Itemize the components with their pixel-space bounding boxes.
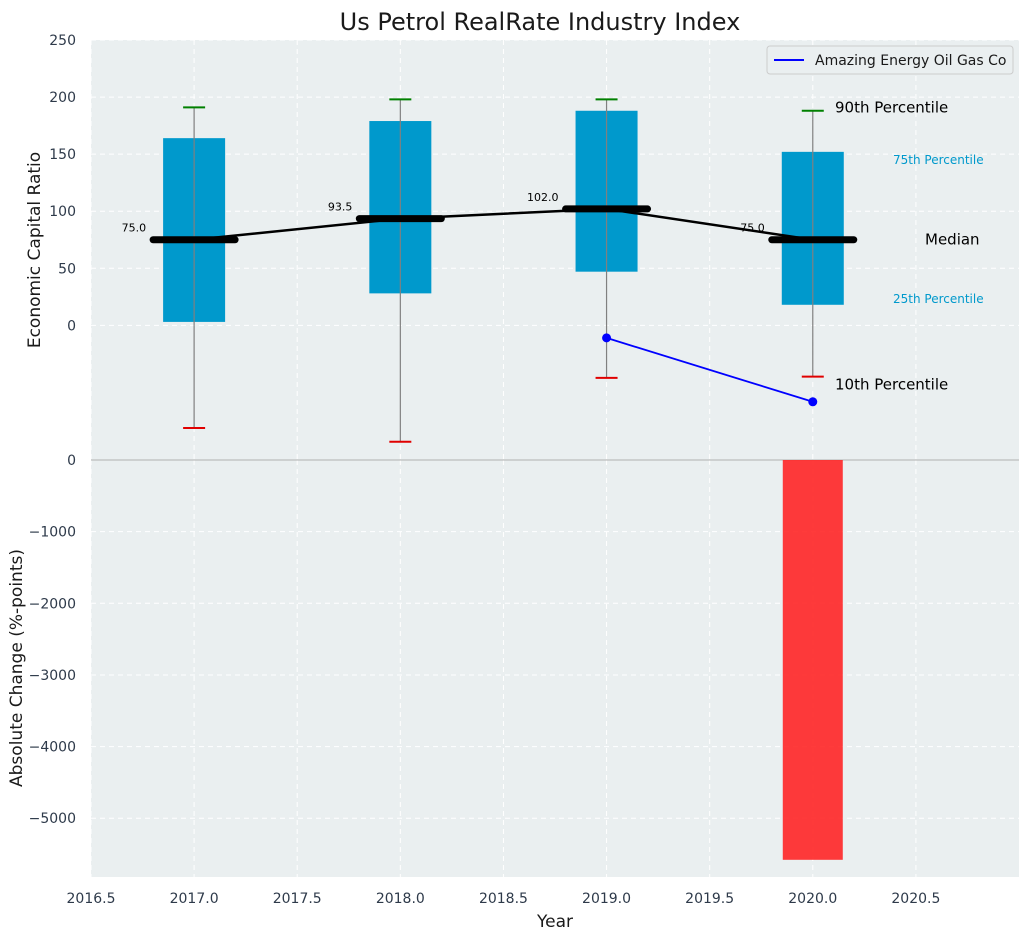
top-y-axis-label: Economic Capital Ratio <box>25 152 45 348</box>
x-tick-label: 2019.0 <box>582 891 631 907</box>
top-plot-background <box>91 40 1019 460</box>
company-line <box>606 337 814 403</box>
top-y-tick-label: 150 <box>49 147 76 163</box>
bottom-y-axis-label: Absolute Change (%-points) <box>7 549 27 787</box>
company-point <box>808 397 818 407</box>
x-tick-label: 2017.0 <box>170 891 219 907</box>
top-y-tick-label: 0 <box>67 318 76 334</box>
annotation-p75: 75th Percentile <box>893 153 984 167</box>
bottom-y-tick-label: 0 <box>67 453 76 469</box>
median-value-label: 75.0 <box>122 222 147 235</box>
annotation-p90: 90th Percentile <box>835 98 948 116</box>
bottom-y-tick-label: −3000 <box>29 668 76 684</box>
legend: Amazing Energy Oil Gas Co <box>766 45 1014 75</box>
bottom-panel: 2016.5 2017.0 2017.5 2018.0 2018.5 2019.0 2019… <box>29 453 1019 907</box>
x-tick-label: 2018.0 <box>376 891 425 907</box>
x-tick-label: 2020.0 <box>788 891 837 907</box>
bottom-y-tick-label: −1000 <box>29 525 76 541</box>
annotation-p25: 25th Percentile <box>893 292 984 306</box>
top-y-tick-label: 250 <box>49 33 76 49</box>
x-tick-label: 2017.5 <box>273 891 322 907</box>
x-tick-label: 2020.5 <box>891 891 940 907</box>
annotation-p10: 10th Percentile <box>835 376 948 394</box>
top-panel: 0 50 100 150 200 250 75.0 93.5 102.0 75.0 90th Per… <box>49 33 1019 460</box>
bottom-y-tick-label: −4000 <box>29 740 76 756</box>
x-axis-label: Year <box>536 912 573 932</box>
top-y-tick-label: 50 <box>58 261 76 277</box>
bottom-y-tick-label: −2000 <box>29 596 76 612</box>
company-point <box>602 333 612 343</box>
top-y-tick-label: 100 <box>49 204 76 220</box>
median-value-label: 75.0 <box>740 222 765 235</box>
legend-frame <box>766 45 1014 75</box>
median-value-label: 93.5 <box>328 201 353 214</box>
legend-entry: Amazing Energy Oil Gas Co <box>815 53 1006 69</box>
change-bar <box>782 460 843 860</box>
x-tick-label: 2019.5 <box>685 891 734 907</box>
bottom-y-tick-label: −5000 <box>29 811 76 827</box>
median-value-label: 102.0 <box>527 191 559 204</box>
x-tick-label: 2018.5 <box>479 891 528 907</box>
chart-title: Us Petrol RealRate Industry Index <box>340 8 741 36</box>
top-y-tick-label: 200 <box>49 90 76 106</box>
bottom-plot-background <box>91 460 1019 877</box>
x-tick-label: 2016.5 <box>67 891 116 907</box>
median-trend-line <box>193 207 813 241</box>
annotation-median: Median <box>925 231 980 249</box>
